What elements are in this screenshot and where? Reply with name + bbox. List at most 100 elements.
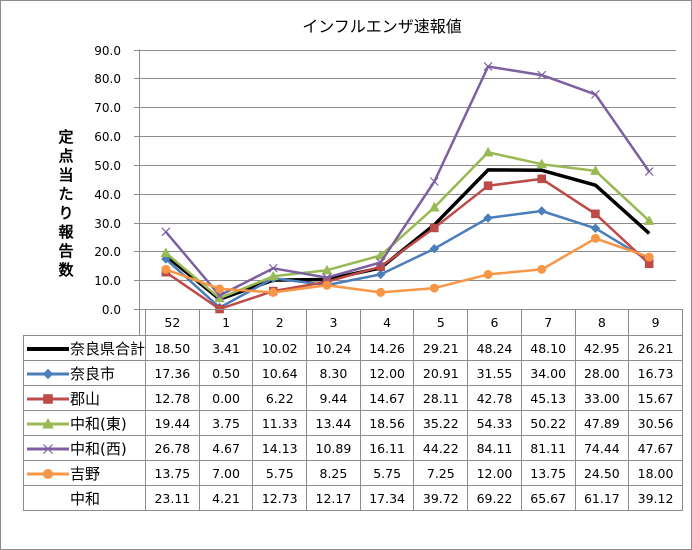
data-label: 30.56 (628, 410, 683, 436)
data-point (43, 444, 53, 454)
data-point (537, 206, 547, 216)
data-label: 45.13 (520, 385, 576, 411)
data-point (430, 223, 439, 233)
data-label: 10.64 (252, 360, 308, 386)
legend-key (27, 467, 69, 481)
data-point (483, 213, 493, 223)
data-point (376, 258, 386, 267)
data-label: 16.11 (359, 435, 415, 461)
data-point (537, 264, 547, 274)
data-label: 48.24 (467, 335, 522, 361)
legend-key (27, 442, 69, 456)
data-label: 26.21 (628, 335, 683, 361)
data-point (644, 252, 654, 262)
data-point (482, 146, 494, 157)
data-label: 4.67 (198, 435, 254, 461)
y-tick-label: 10.0 (94, 274, 121, 288)
data-point (43, 394, 53, 404)
y-tick-label: 30.0 (94, 217, 121, 231)
table-row: 奈良市 17.36 0.50 10.64 8.30 12.00 20.91 31.55 34.0… (22, 360, 683, 386)
data-label: 26.78 (145, 435, 200, 461)
data-point (375, 269, 386, 280)
series-4 (161, 62, 654, 300)
data-point (428, 201, 440, 212)
data-point (161, 264, 171, 274)
data-label: 5.75 (359, 460, 415, 486)
data-label: 39.12 (628, 485, 683, 511)
data-label: 12.78 (145, 385, 200, 411)
y-axis-label: 定点当たり報告数 (58, 128, 74, 279)
data-label: 34.00 (520, 360, 576, 386)
series-0 (164, 168, 651, 301)
x-tick-label: 7 (520, 309, 576, 336)
data-label: 18.50 (145, 335, 200, 361)
data-label: 47.67 (628, 435, 683, 461)
x-tick-label: 6 (467, 309, 522, 336)
data-label: 18.00 (628, 460, 683, 486)
table-row: 吉野 13.75 7.00 5.75 8.25 5.75 7.25 12.00 13.75 24.… (22, 460, 683, 486)
data-point (43, 469, 53, 479)
series-line (164, 151, 651, 300)
x-tick-label: 3 (306, 309, 361, 336)
data-point (537, 70, 547, 80)
data-label: 84.11 (467, 435, 522, 461)
data-label: 17.36 (145, 360, 200, 386)
data-label: 24.50 (574, 460, 630, 486)
data-point (429, 244, 440, 254)
data-label: 16.73 (628, 360, 683, 386)
data-label: 69.22 (467, 485, 522, 511)
legend-label: 中和(西) (70, 439, 127, 458)
table-row: 中和 23.11 4.21 12.73 12.17 17.34 39.72 69.22 65.6… (22, 485, 683, 511)
data-label: 29.21 (413, 335, 469, 361)
data-label: 10.89 (306, 435, 361, 461)
data-label: 13.44 (306, 410, 361, 436)
category-header-row: 52 1 2 3 4 5 6 7 8 9 (23, 309, 683, 336)
data-label: 28.00 (574, 360, 630, 386)
data-label: 65.67 (520, 485, 576, 511)
table-row: 中和(西) 26.78 4.67 14.13 10.89 16.11 44.22 84.11 8… (22, 435, 683, 461)
y-tick-label: 20.0 (94, 245, 121, 259)
data-label: 8.30 (306, 360, 361, 386)
series-3 (160, 146, 655, 303)
data-point (429, 177, 439, 186)
data-label: 8.25 (306, 460, 361, 486)
legend-key (27, 342, 69, 356)
data-point (590, 223, 601, 233)
data-point (161, 227, 171, 237)
data-label: 14.13 (252, 435, 308, 461)
legend-entry: 奈良市 (22, 360, 147, 386)
y-tick-label: 70.0 (94, 101, 121, 115)
data-point (590, 233, 600, 243)
x-tick-label: 1 (198, 309, 254, 336)
table-corner (23, 309, 147, 336)
data-label: 15.67 (628, 385, 683, 411)
data-label: 61.17 (574, 485, 630, 511)
data-label: 35.22 (413, 410, 469, 436)
data-label: 14.67 (359, 385, 415, 411)
data-point (268, 263, 278, 273)
data-point (322, 280, 332, 290)
data-label: 11.33 (252, 410, 308, 436)
data-point (483, 181, 493, 190)
y-axis-ticks: 0.010.020.030.040.050.060.070.080.090.0 (94, 44, 121, 317)
legend-entry: 中和(西) (22, 435, 147, 461)
data-label: 13.75 (145, 460, 200, 486)
data-point (429, 283, 439, 293)
legend-key (27, 492, 69, 506)
data-label: 3.41 (198, 335, 254, 361)
legend-key (27, 367, 69, 381)
data-point (591, 89, 600, 99)
data-label: 9.44 (306, 385, 361, 411)
legend-key (27, 417, 69, 431)
data-label: 13.75 (520, 460, 576, 486)
data-point (42, 417, 54, 429)
data-label: 20.91 (413, 360, 469, 386)
y-tick-label: 90.0 (94, 44, 121, 58)
data-label: 42.78 (467, 385, 522, 411)
legend-label: 郡山 (70, 389, 101, 408)
data-label: 23.11 (145, 485, 200, 511)
data-label: 3.75 (198, 410, 254, 436)
series-line (164, 168, 651, 301)
legend-label: 中和 (70, 489, 101, 508)
